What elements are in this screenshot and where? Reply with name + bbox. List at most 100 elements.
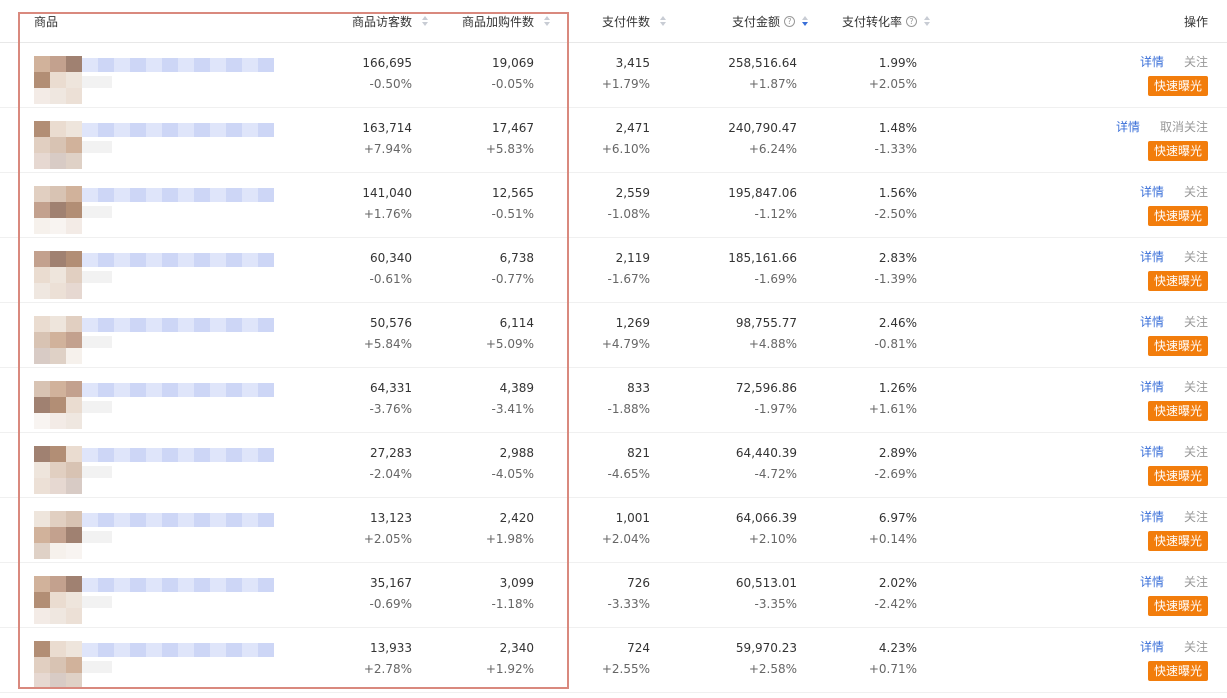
- name-blur: [130, 58, 146, 72]
- name-blur: [258, 253, 274, 267]
- metric-change: +1.61%: [868, 402, 917, 416]
- follow-link[interactable]: 关注: [1183, 445, 1208, 459]
- follow-link[interactable]: 关注: [1183, 185, 1208, 199]
- column-header[interactable]: 商品加购件数: [461, 15, 534, 29]
- name-blur: [98, 643, 114, 657]
- detail-link[interactable]: 详情: [1139, 315, 1164, 329]
- thumbnail-blur: [34, 511, 50, 527]
- expose-button[interactable]: 快速曝光: [1148, 271, 1208, 291]
- expose-button[interactable]: 快速曝光: [1148, 141, 1208, 161]
- name-blur: [82, 596, 112, 608]
- metric-change: -1.69%: [754, 272, 797, 286]
- name-blur: [98, 318, 114, 332]
- metric-change: -2.42%: [874, 597, 917, 611]
- metric-change: -0.50%: [369, 77, 412, 91]
- detail-link[interactable]: 详情: [1139, 575, 1164, 589]
- column-header[interactable]: 支付转化率: [841, 15, 902, 29]
- expose-button[interactable]: 快速曝光: [1148, 336, 1208, 356]
- action-links: 详情 关注: [1140, 184, 1208, 200]
- detail-link[interactable]: 详情: [1139, 250, 1164, 264]
- thumbnail-blur: [34, 88, 50, 104]
- expose-button[interactable]: 快速曝光: [1148, 401, 1208, 421]
- metric-value: 17,467: [492, 121, 534, 135]
- name-blur: [114, 448, 130, 462]
- name-blur: [226, 253, 242, 267]
- expose-button[interactable]: 快速曝光: [1148, 661, 1208, 681]
- thumbnail-blur: [66, 72, 82, 88]
- sort-icon[interactable]: [544, 16, 550, 28]
- thumbnail-blur: [50, 186, 66, 202]
- column-header[interactable]: 支付金额: [731, 15, 780, 29]
- expose-button[interactable]: 快速曝光: [1148, 596, 1208, 616]
- metric-value: 1,269: [615, 316, 650, 330]
- column-header[interactable]: 支付件数: [601, 15, 650, 29]
- name-blur: [82, 188, 98, 202]
- name-blur: [146, 188, 162, 202]
- name-blur: [98, 188, 114, 202]
- follow-link[interactable]: 关注: [1183, 510, 1208, 524]
- metric-value: 166,695: [362, 56, 412, 70]
- sort-icon[interactable]: [660, 16, 666, 28]
- name-blur: [114, 513, 130, 527]
- detail-link[interactable]: 详情: [1139, 510, 1164, 524]
- name-blur: [82, 513, 98, 527]
- name-blur: [98, 578, 114, 592]
- expose-button[interactable]: 快速曝光: [1148, 531, 1208, 551]
- metric-change: -2.50%: [874, 207, 917, 221]
- follow-link[interactable]: 关注: [1183, 250, 1208, 264]
- follow-link[interactable]: 取消关注: [1159, 120, 1208, 134]
- follow-link[interactable]: 关注: [1183, 575, 1208, 589]
- detail-link[interactable]: 详情: [1139, 445, 1164, 459]
- name-blur: [82, 466, 112, 478]
- thumbnail-blur: [50, 283, 66, 299]
- name-blur: [82, 58, 98, 72]
- metric-change: +2.04%: [601, 532, 650, 546]
- name-blur: [114, 578, 130, 592]
- metric-change: -0.81%: [874, 337, 917, 351]
- follow-link[interactable]: 关注: [1183, 640, 1208, 654]
- name-blur: [178, 58, 194, 72]
- action-links: 详情 关注: [1140, 574, 1208, 590]
- metric-change: -0.61%: [369, 272, 412, 286]
- detail-link[interactable]: 详情: [1139, 640, 1164, 654]
- name-blur: [242, 513, 258, 527]
- action-links: 详情 关注: [1140, 249, 1208, 265]
- thumbnail-blur: [66, 527, 82, 543]
- detail-link[interactable]: 详情: [1115, 120, 1140, 134]
- follow-link[interactable]: 关注: [1183, 315, 1208, 329]
- name-blur: [130, 643, 146, 657]
- metric-value: 141,040: [362, 186, 412, 200]
- name-blur: [258, 383, 274, 397]
- table-row: 13,123 +2.05% 2,420 +1.98% 1,001 +2.04% 64,066…: [0, 497, 1227, 563]
- thumbnail-blur: [66, 511, 82, 527]
- expose-button[interactable]: 快速曝光: [1148, 206, 1208, 226]
- name-blur: [194, 253, 210, 267]
- follow-link[interactable]: 关注: [1183, 380, 1208, 394]
- thumbnail-blur: [50, 527, 66, 543]
- thumbnail-blur: [66, 381, 82, 397]
- name-blur: [242, 383, 258, 397]
- sort-icon[interactable]: [422, 16, 428, 28]
- sort-icon[interactable]: [802, 16, 808, 28]
- name-blur: [146, 578, 162, 592]
- thumbnail-blur: [66, 316, 82, 332]
- metric-value: 4.23%: [878, 641, 917, 655]
- detail-link[interactable]: 详情: [1139, 185, 1164, 199]
- metric-change: -1.88%: [607, 402, 650, 416]
- detail-link[interactable]: 详情: [1139, 55, 1164, 69]
- metric-value: 60,513.01: [735, 576, 797, 590]
- thumbnail-blur: [34, 72, 50, 88]
- column-header[interactable]: 商品访客数: [351, 15, 412, 29]
- name-blur: [130, 318, 146, 332]
- sort-icon[interactable]: [924, 16, 930, 28]
- follow-link[interactable]: 关注: [1183, 55, 1208, 69]
- thumbnail-blur: [66, 332, 82, 348]
- table-row: 35,167 -0.69% 3,099 -1.18% 726 -3.33% 60,513.0…: [0, 562, 1227, 628]
- thumbnail-blur: [66, 673, 82, 689]
- expose-button[interactable]: 快速曝光: [1148, 466, 1208, 486]
- thumbnail-blur: [66, 137, 82, 153]
- detail-link[interactable]: 详情: [1139, 380, 1164, 394]
- help-icon: ?: [784, 16, 795, 27]
- expose-button[interactable]: 快速曝光: [1148, 76, 1208, 96]
- name-blur: [242, 253, 258, 267]
